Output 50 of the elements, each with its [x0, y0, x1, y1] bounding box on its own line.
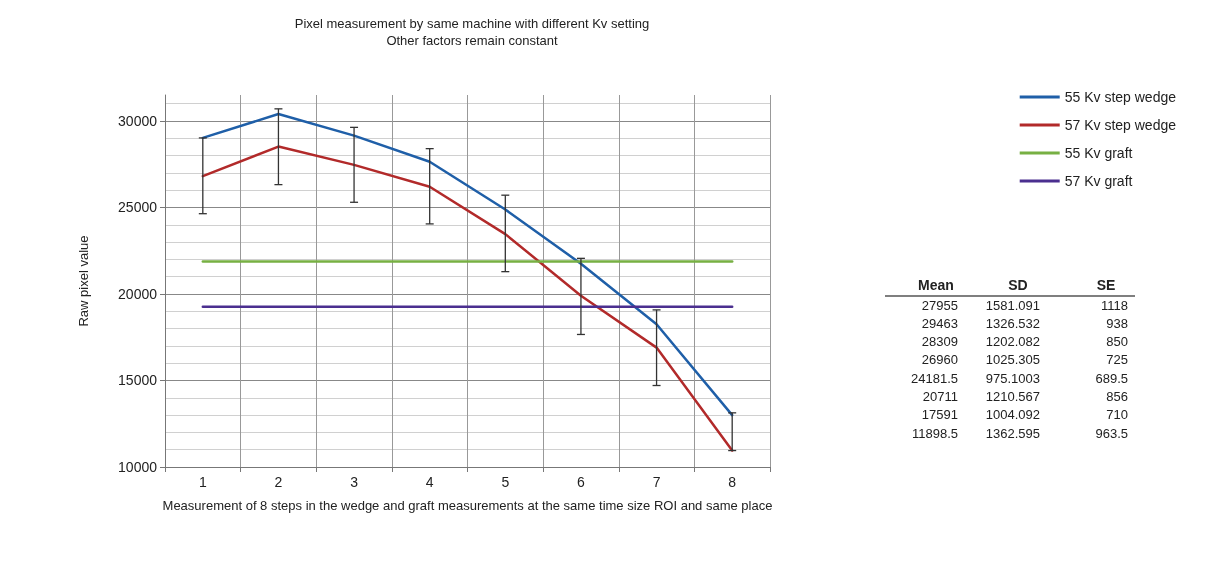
text: 963.5 [1095, 425, 1128, 441]
legend-label: 55 Kv step wedge [1064, 89, 1177, 105]
text: 28309 [921, 334, 958, 350]
x-tick-label: 8 [728, 474, 737, 490]
text: 1581.091 [985, 297, 1040, 313]
chart-subtitle: Other factors remain constant [386, 33, 558, 48]
legend-label: 57 Kv graft [1064, 173, 1133, 189]
text: 725 [1106, 352, 1128, 368]
x-tick-label: 5 [501, 474, 510, 490]
text: 1118 [1101, 297, 1128, 313]
text: 689.5 [1095, 370, 1128, 386]
x-tick-label: 2 [274, 474, 283, 490]
text: 1004.092 [985, 407, 1040, 423]
x-tick-label: 6 [577, 474, 586, 490]
line-series [201, 112, 734, 417]
text: Mean [918, 277, 954, 293]
text: 710 [1106, 407, 1128, 423]
text: 856 [1106, 389, 1128, 404]
text: 26960 [921, 352, 958, 368]
line-series [201, 145, 734, 452]
chart-title: Pixel measurement by same machine with different Kv setting [294, 16, 650, 31]
legend-label: 55 Kv graft [1064, 145, 1133, 161]
text: 20711 [922, 389, 958, 404]
y-tick-label: 25000 [118, 199, 158, 216]
x-tick-label: 1 [198, 474, 207, 490]
text: 1210.567 [985, 389, 1040, 404]
text: 11898.5 [911, 425, 958, 441]
text: 1362.595 [985, 425, 1040, 441]
x-tick-label: 4 [425, 474, 434, 490]
legend-label: 57 Kv step wedge [1064, 117, 1177, 133]
text: 29463 [921, 315, 958, 331]
text: 975.1003 [985, 370, 1040, 386]
y-axis-title: Raw pixel value [76, 235, 91, 327]
y-tick-label: 10000 [118, 459, 158, 475]
text: 938 [1106, 315, 1128, 331]
text: SD [1008, 277, 1028, 293]
x-axis-title: Measurement of 8 steps in the wedge and graft measurements at the same time size ROI and same place [162, 498, 773, 513]
x-tick-label: 3 [350, 474, 359, 490]
text: 1202.082 [985, 334, 1040, 350]
text: 24181.5 [911, 370, 958, 386]
text: 27955 [921, 297, 958, 313]
text: SE [1096, 277, 1116, 293]
y-tick-label: 30000 [118, 112, 158, 129]
text: 1326.532 [985, 315, 1040, 331]
y-tick-label: 15000 [118, 372, 158, 389]
text: 17591 [921, 407, 958, 423]
y-tick-label: 20000 [118, 285, 158, 302]
x-tick-label: 7 [652, 474, 661, 490]
text: 1025.305 [985, 352, 1040, 368]
text: 850 [1106, 334, 1128, 350]
